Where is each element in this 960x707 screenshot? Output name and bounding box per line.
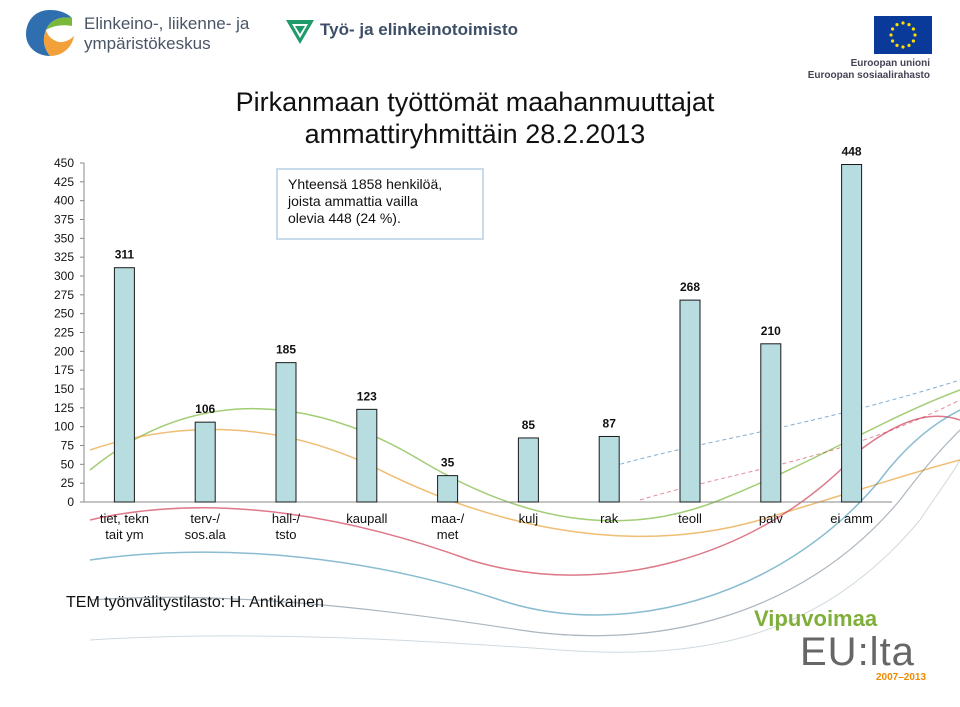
- y-tick-label: 100: [54, 420, 74, 434]
- y-tick-label: 125: [54, 401, 74, 415]
- y-tick-label: 400: [54, 194, 74, 208]
- eu-star: [895, 43, 899, 47]
- x-tick-label: tiet, tekn: [100, 511, 149, 526]
- y-tick-label: 0: [67, 495, 74, 509]
- eu-logo-text: Euroopan unioni Euroopan sosiaalirahasto: [807, 58, 930, 81]
- y-tick-label: 25: [61, 476, 75, 490]
- y-tick-label: 425: [54, 175, 74, 189]
- ely-logo-text: Elinkeino-, liikenne- ja ympäristökeskus: [84, 14, 250, 53]
- x-tick-label: sos.ala: [185, 527, 227, 542]
- x-tick-label: tsto: [276, 527, 297, 542]
- bar: [679, 299, 701, 503]
- data-label: 311: [115, 248, 135, 262]
- y-tick-label: 200: [54, 344, 74, 358]
- eu-star: [901, 21, 905, 25]
- source-note: TEM työnvälitystilasto: H. Antikainen: [66, 594, 324, 611]
- eu-star: [911, 27, 915, 31]
- chart-title: Pirkanmaan työttömät maahanmuuttajat amm…: [235, 87, 715, 149]
- data-label: 85: [522, 418, 536, 432]
- data-label: 123: [357, 389, 377, 403]
- y-tick-label: 75: [61, 439, 75, 453]
- data-label: 185: [276, 343, 296, 357]
- eu-star: [913, 33, 917, 37]
- te-logo-icon: [286, 20, 314, 44]
- y-tick-label: 175: [54, 363, 74, 377]
- bar: [517, 437, 539, 503]
- data-label: 268: [680, 280, 700, 294]
- y-tick-label: 450: [54, 156, 74, 170]
- eu-star: [907, 43, 911, 47]
- x-tick-label: kulj: [519, 511, 539, 526]
- eu-flag-icon: [874, 16, 932, 54]
- eu-star: [907, 23, 911, 27]
- y-tick-label: 50: [61, 457, 75, 471]
- x-tick-label: met: [437, 527, 459, 542]
- x-tick-label: hall-/: [272, 511, 301, 526]
- eu-star: [891, 27, 895, 31]
- x-tick-label: terv-/: [190, 511, 220, 526]
- x-tick-label: teoll: [678, 511, 702, 526]
- eulta-logo-text: EU:lta: [800, 630, 915, 674]
- vipuvoimaa-logo-text: Vipuvoimaa: [754, 606, 878, 631]
- ely-logo-icon: [26, 10, 74, 56]
- eu-star: [895, 23, 899, 27]
- eu-star: [901, 45, 905, 49]
- data-label: 210: [761, 324, 781, 338]
- y-tick-label: 225: [54, 326, 74, 340]
- bar: [113, 267, 135, 503]
- te-logo-text: Työ- ja elinkeinotoimisto: [320, 20, 519, 39]
- bar: [760, 343, 782, 503]
- data-label: 106: [195, 402, 215, 416]
- data-label: 448: [842, 145, 862, 159]
- y-tick-label: 325: [54, 250, 74, 264]
- eu-star: [891, 39, 895, 43]
- y-tick-label: 150: [54, 382, 74, 396]
- x-tick-label: maa-/: [431, 511, 465, 526]
- data-label: 35: [441, 456, 455, 470]
- bar: [356, 408, 378, 503]
- x-tick-label: tait ym: [105, 527, 143, 542]
- x-tick-label: kaupall: [346, 511, 387, 526]
- bar: [598, 435, 620, 503]
- eu-star: [889, 33, 893, 37]
- chart-annotation: Yhteensä 1858 henkilöä, joista ammattia …: [276, 168, 484, 240]
- x-tick-label: ei amm: [830, 511, 873, 526]
- y-tick-label: 300: [54, 269, 74, 283]
- program-years: 2007–2013: [876, 672, 927, 683]
- y-tick-label: 375: [54, 213, 74, 227]
- bar: [194, 421, 216, 503]
- x-tick-label: palv: [759, 511, 783, 526]
- y-tick-label: 250: [54, 307, 74, 321]
- x-tick-label: rak: [600, 511, 619, 526]
- data-label: 87: [603, 416, 617, 430]
- y-tick-label: 350: [54, 231, 74, 245]
- y-tick-label: 275: [54, 288, 74, 302]
- bar: [275, 362, 297, 503]
- eu-star: [911, 39, 915, 43]
- bar: [437, 475, 459, 503]
- bar: [841, 164, 863, 503]
